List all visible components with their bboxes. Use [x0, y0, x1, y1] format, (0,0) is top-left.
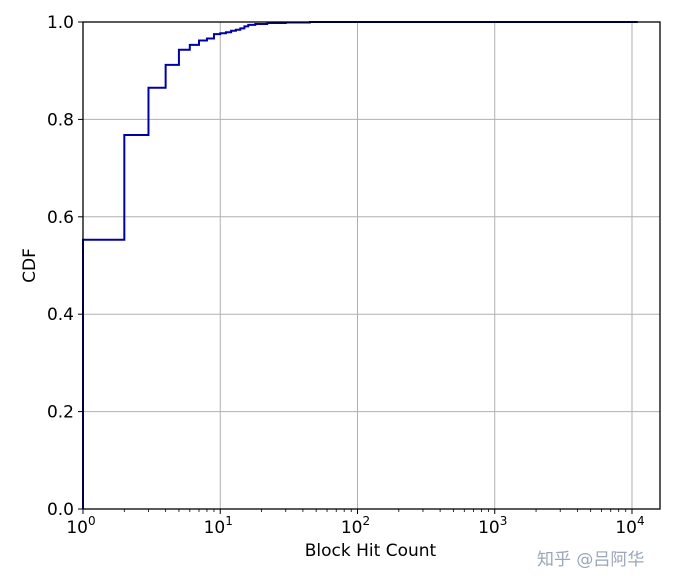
- y-axis-label: CDF: [20, 248, 40, 283]
- y-tick-label: 0.0: [47, 500, 74, 520]
- x-axis-label: Block Hit Count: [305, 541, 437, 561]
- watermark-text: 知乎 @吕阿华: [537, 550, 645, 570]
- y-tick-label: 0.6: [47, 208, 74, 228]
- tick-labels: 100 101 102 103 104 0.0 0.2 0.4 0.6 0.8 1.0: [47, 13, 645, 538]
- y-tick-label: 0.2: [47, 403, 74, 423]
- x-tick-label: 102: [341, 514, 370, 538]
- x-tick-label: 100: [66, 514, 95, 538]
- y-tick-label: 0.8: [47, 110, 74, 130]
- plot-frame: [82, 21, 661, 510]
- x-tick-label: 103: [478, 514, 507, 538]
- x-tick-label: 101: [204, 514, 233, 538]
- tick-marks: [78, 21, 633, 514]
- cdf-step-line: [82, 21, 638, 509]
- y-tick-label: 0.4: [47, 305, 74, 325]
- grid-lines: [82, 21, 660, 510]
- x-tick-label: 104: [615, 514, 644, 538]
- y-tick-label: 1.0: [47, 13, 74, 33]
